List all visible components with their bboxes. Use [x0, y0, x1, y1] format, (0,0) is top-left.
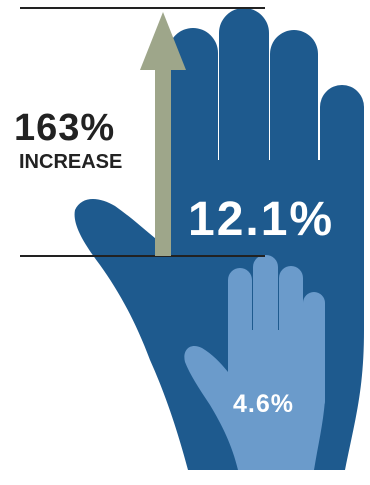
increase-arrow-shaft: [155, 66, 171, 256]
increase-arrow-head: [140, 12, 186, 70]
small-hand-value-label: 4.6%: [233, 390, 294, 418]
small-hand-palm: [184, 330, 325, 470]
increase-arrow: [140, 12, 186, 256]
small-hand-bar: [184, 255, 325, 470]
large-hand-value-label: 12.1%: [188, 193, 334, 246]
increase-text-label: INCREASE: [19, 151, 122, 173]
increase-percent-label: 163%: [14, 107, 115, 149]
